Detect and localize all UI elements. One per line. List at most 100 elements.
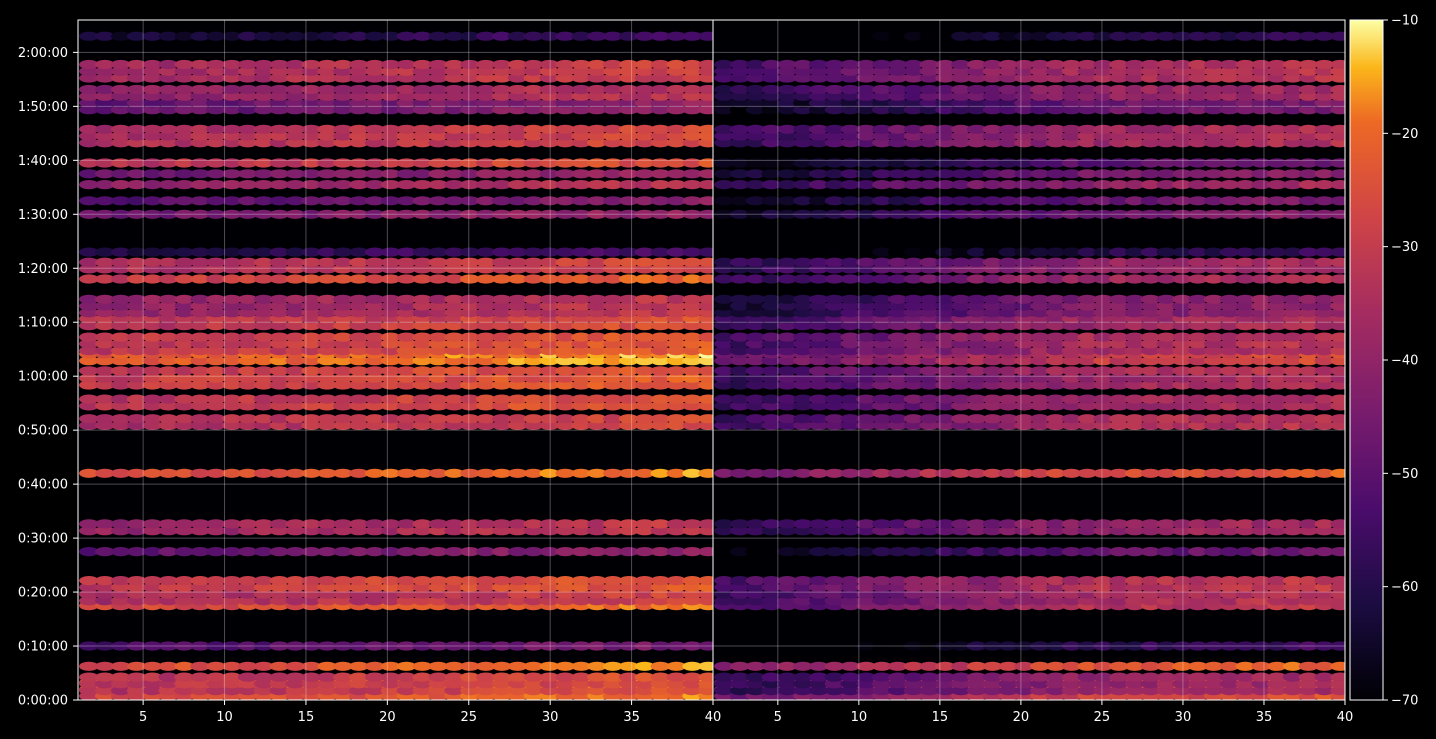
- heatmap-cell: [634, 468, 655, 478]
- heatmap-cell: [507, 131, 528, 141]
- heatmap-cell: [110, 98, 131, 108]
- heatmap-cell: [269, 274, 290, 284]
- heatmap-cell: [174, 339, 194, 349]
- heatmap-cell: [1030, 321, 1050, 331]
- heatmap-cell: [1188, 641, 1208, 651]
- heatmap-cell: [1235, 274, 1256, 284]
- heatmap-cell: [887, 84, 908, 95]
- heatmap-cell: [1330, 59, 1345, 70]
- heatmap-cell: [253, 59, 274, 70]
- heatmap-cell: [729, 131, 750, 141]
- heatmap-cell: [301, 394, 322, 404]
- heatmap-cell: [666, 576, 687, 586]
- heatmap-cell: [206, 661, 226, 671]
- heatmap-cell: [777, 158, 797, 168]
- heatmap-cell: [333, 547, 353, 557]
- heatmap-cell: [1045, 346, 1066, 356]
- heatmap-cell: [364, 124, 385, 134]
- heatmap-cell: [650, 366, 671, 376]
- heatmap-cell: [476, 59, 496, 70]
- heatmap-cell: [777, 138, 797, 148]
- heatmap-cell: [919, 356, 940, 366]
- heatmap-cell: [142, 582, 163, 592]
- heatmap-cell: [887, 672, 908, 682]
- heatmap-cell: [1109, 519, 1129, 529]
- heatmap-cell: [555, 31, 575, 41]
- heatmap-cell: [285, 73, 306, 83]
- heatmap-cell: [126, 138, 147, 148]
- heatmap-cell: [761, 59, 782, 70]
- heatmap-cell: [1235, 547, 1256, 557]
- heatmap-cell: [587, 661, 607, 671]
- heatmap-cell: [1235, 308, 1256, 318]
- heatmap-cell: [919, 158, 940, 168]
- heatmap-cell: [1124, 679, 1145, 689]
- heatmap-cell: [364, 158, 385, 168]
- heatmap-cell: [1330, 84, 1345, 95]
- heatmap-cell: [190, 672, 210, 682]
- heatmap-cell: [919, 131, 940, 141]
- heatmap-cell: [666, 686, 687, 696]
- heatmap-cell: [1251, 468, 1271, 478]
- heatmap-cell: [745, 366, 766, 376]
- heatmap-cell: [428, 98, 449, 108]
- heatmap-cell: [634, 686, 655, 696]
- heatmap-cell: [840, 131, 861, 141]
- heatmap-cell: [761, 519, 782, 529]
- heatmap-cell: [793, 308, 813, 318]
- heatmap-cell: [998, 308, 1019, 318]
- heatmap-cell: [142, 339, 163, 349]
- heatmap-cell: [428, 672, 449, 682]
- heatmap-cell: [603, 180, 623, 190]
- heatmap-cell: [1045, 209, 1066, 219]
- heatmap-cell: [444, 91, 464, 101]
- heatmap-cell: [79, 301, 99, 311]
- heatmap-cell: [237, 98, 258, 108]
- heatmap-cell: [174, 105, 194, 115]
- heatmap-cell: [935, 257, 955, 267]
- heatmap-cell: [460, 420, 480, 430]
- heatmap-cell: [491, 73, 512, 83]
- heatmap-cell: [555, 519, 575, 529]
- heatmap-cell: [412, 394, 433, 404]
- heatmap-cell: [745, 686, 766, 696]
- heatmap-cell: [1030, 264, 1050, 274]
- heatmap-cell: [269, 401, 290, 411]
- heatmap-cell: [269, 31, 290, 41]
- heatmap-cell: [1251, 589, 1271, 599]
- heatmap-cell: [364, 169, 385, 179]
- heatmap-cell: [222, 339, 242, 349]
- heatmap-cell: [301, 301, 322, 311]
- heatmap-cell: [603, 105, 623, 115]
- heatmap-cell: [412, 420, 433, 430]
- heatmap-cell: [460, 59, 480, 70]
- heatmap-cell: [190, 582, 210, 592]
- heatmap-cell: [555, 274, 575, 284]
- heatmap-cell: [253, 672, 274, 682]
- heatmap-cell: [1109, 414, 1129, 424]
- heatmap-cell: [698, 158, 713, 168]
- heatmap-cell: [1014, 73, 1034, 83]
- heatmap-cell: [777, 420, 797, 430]
- heatmap-cell: [982, 679, 1003, 689]
- heatmap-cell: [301, 468, 322, 478]
- heatmap-cell: [714, 66, 734, 76]
- heatmap-cell: [745, 321, 766, 331]
- heatmap-cell: [1045, 247, 1066, 257]
- heatmap-cell: [539, 596, 560, 606]
- heatmap-cell: [1219, 332, 1240, 342]
- heatmap-cell: [1030, 257, 1050, 267]
- heatmap-cell: [587, 196, 607, 206]
- heatmap-cell: [380, 158, 401, 168]
- heatmap-cell: [1045, 257, 1066, 267]
- heatmap-cell: [237, 91, 258, 101]
- heatmap-cell: [412, 158, 433, 168]
- heatmap-cell: [301, 380, 322, 390]
- heatmap-cell: [285, 547, 306, 557]
- heatmap-cell: [682, 257, 702, 267]
- heatmap-cell: [903, 686, 924, 696]
- heatmap-cell: [142, 346, 163, 356]
- heatmap-cell: [872, 373, 892, 383]
- heatmap-cell: [396, 308, 417, 318]
- heatmap-cell: [1282, 686, 1303, 696]
